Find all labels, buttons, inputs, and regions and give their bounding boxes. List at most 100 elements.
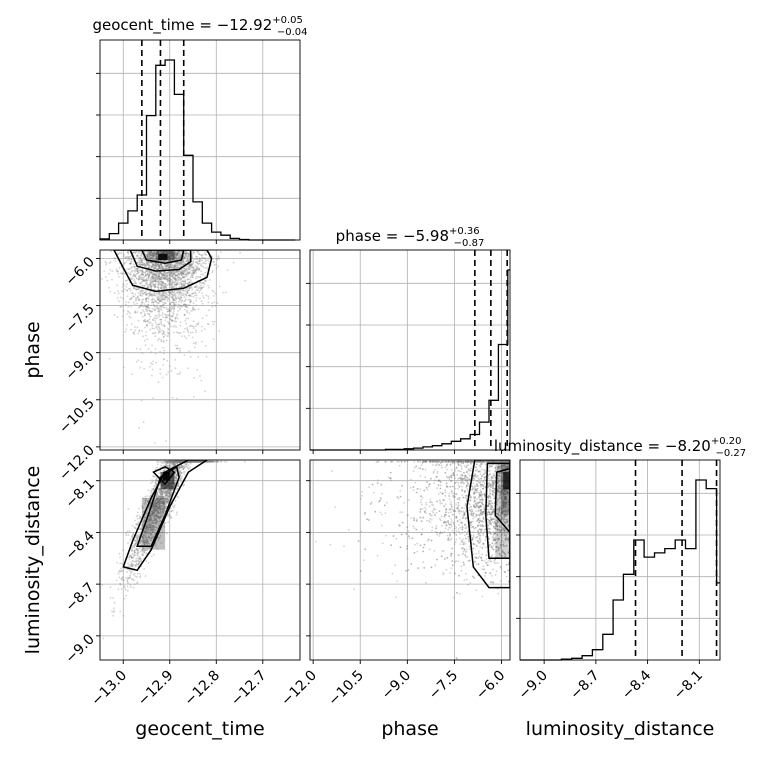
sample-point — [168, 258, 171, 261]
sample-point — [154, 299, 157, 302]
sample-point — [165, 286, 168, 289]
sample-point — [144, 274, 147, 277]
sample-point — [239, 251, 242, 254]
sample-point — [144, 326, 147, 329]
sample-point — [120, 305, 123, 308]
sample-point — [148, 254, 151, 256]
sample-point — [133, 282, 136, 285]
sample-point — [187, 282, 190, 285]
sample-point — [165, 291, 168, 293]
sample-point — [191, 276, 194, 279]
sample-point — [158, 300, 161, 303]
sample-point — [185, 317, 188, 320]
sample-point — [113, 314, 116, 316]
sample-point — [191, 274, 194, 277]
y-tick-label-phase: −9.0 — [62, 348, 97, 383]
sample-point — [175, 279, 178, 281]
sample-point — [141, 289, 144, 291]
sample-point — [168, 284, 171, 286]
sample-point — [181, 272, 183, 275]
sample-point — [169, 259, 172, 262]
sample-point — [188, 272, 191, 275]
sample-point — [147, 319, 150, 322]
sample-point — [161, 273, 163, 276]
sample-point — [143, 279, 145, 282]
sample-point — [183, 270, 186, 273]
sample-point — [153, 284, 156, 287]
sample-point — [179, 307, 182, 310]
sample-point — [176, 261, 179, 264]
sample-point — [165, 264, 168, 267]
sample-point — [134, 299, 137, 302]
sample-point — [139, 250, 141, 253]
sample-point — [188, 268, 191, 271]
sample-point — [204, 344, 207, 347]
sample-point — [141, 352, 144, 355]
sample-point — [173, 264, 176, 266]
sample-point — [161, 298, 164, 300]
sample-point — [180, 305, 183, 308]
sample-point — [154, 267, 157, 269]
sample-point — [149, 252, 152, 254]
sample-point — [146, 255, 149, 258]
sample-point — [188, 350, 191, 353]
sample-point — [162, 286, 165, 289]
sample-point — [183, 267, 186, 270]
sample-point — [148, 266, 151, 269]
sample-point — [154, 262, 157, 265]
sample-point — [166, 296, 168, 299]
sample-point — [165, 292, 168, 295]
sample-point — [178, 279, 180, 281]
sample-point — [158, 275, 161, 277]
sample-point — [162, 276, 164, 279]
sample-point — [169, 273, 172, 276]
sample-point — [149, 315, 152, 318]
sample-point — [172, 312, 175, 314]
sample-point — [168, 250, 170, 253]
sample-point — [151, 275, 154, 278]
sample-point — [195, 268, 197, 271]
sample-point — [198, 260, 201, 262]
sample-point — [183, 267, 186, 270]
sample-point — [140, 273, 143, 276]
sample-point — [136, 268, 138, 270]
sample-point — [166, 264, 169, 266]
sample-point — [175, 281, 178, 284]
sample-point — [171, 290, 174, 293]
sample-point — [163, 284, 166, 286]
sample-point — [203, 283, 206, 285]
sample-point — [141, 276, 143, 279]
sample-point — [149, 253, 152, 256]
sample-point — [122, 576, 124, 578]
sample-point — [140, 281, 142, 284]
sample-point — [157, 280, 160, 283]
sample-point — [196, 286, 199, 288]
sample-point — [200, 379, 203, 382]
sample-point — [126, 571, 128, 573]
density-cell — [158, 253, 168, 261]
sample-point — [169, 272, 172, 275]
sample-point — [159, 286, 162, 289]
sample-point — [157, 381, 160, 383]
x-tick-label-luminosity-distance: −9.0 — [516, 668, 551, 703]
sample-point — [176, 252, 179, 255]
sample-point — [197, 322, 200, 324]
sample-point — [171, 281, 174, 284]
sample-point — [171, 266, 173, 269]
sample-point — [200, 270, 203, 273]
sample-point — [156, 274, 158, 276]
sample-point — [169, 323, 171, 326]
sample-point — [161, 273, 164, 275]
sample-point — [131, 373, 133, 375]
sample-point — [138, 276, 141, 279]
sample-point — [162, 341, 165, 343]
sample-point — [111, 278, 113, 281]
sample-point — [170, 517, 173, 519]
sample-point — [137, 276, 140, 278]
sample-point — [200, 263, 203, 265]
sample-point — [123, 255, 125, 258]
sample-point — [160, 259, 163, 262]
sample-point — [195, 270, 198, 272]
sample-point — [131, 269, 134, 272]
sample-point — [186, 271, 189, 274]
